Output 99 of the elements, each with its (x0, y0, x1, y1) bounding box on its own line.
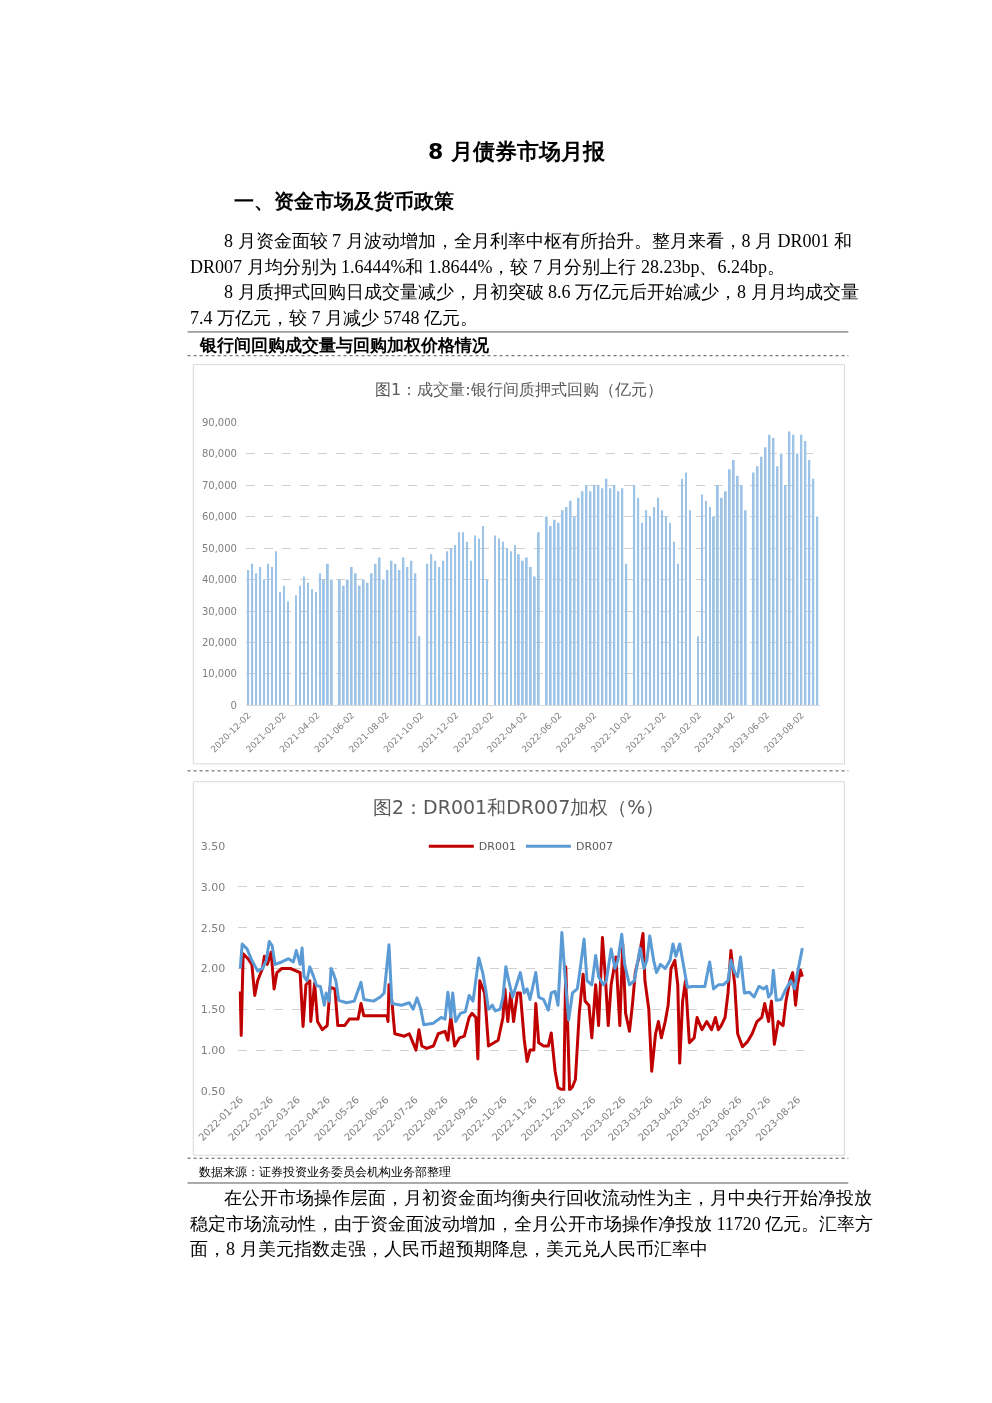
bar (294, 595, 297, 706)
bar (325, 563, 329, 706)
bar (632, 485, 636, 706)
bar (298, 585, 301, 706)
text: 8 月资金面较 7 月波动增加，全月利率中枢有所抬升。整月来看，8 月 DR001 和 DR007 月均分别为 1.6444%和 1.8644%，较 7 月分别上行 28.23bp、6.24bp。 (190, 231, 853, 277)
bar (250, 563, 254, 706)
bar (509, 551, 512, 706)
bar (715, 485, 719, 706)
bar (708, 507, 711, 706)
bar (449, 548, 453, 706)
y-tick-label: 2.50 (200, 921, 226, 935)
bar (660, 510, 664, 706)
bar (700, 494, 703, 706)
bar (644, 510, 648, 706)
bar (278, 592, 281, 706)
bar (361, 579, 365, 706)
y-tick-label: 0 (230, 699, 237, 711)
bar (461, 532, 465, 706)
bar (684, 472, 687, 706)
bar (457, 532, 461, 706)
bar (767, 434, 771, 706)
y-tick-label: 20,000 (201, 636, 237, 648)
chart-title: 图1：成交量:银行间质押式回购（亿元） (375, 380, 663, 399)
bar (258, 566, 262, 706)
bar (731, 459, 735, 706)
y-tick-label: 0.50 (200, 1084, 226, 1098)
y-tick-label: 40,000 (201, 574, 237, 586)
bar (481, 526, 484, 706)
chart-title: 图2：DR001和DR007加权（%） (373, 796, 665, 818)
bar (310, 588, 313, 706)
bar (445, 551, 449, 706)
bar (246, 570, 250, 706)
bar (536, 532, 540, 706)
y-tick-label: 80,000 (201, 448, 237, 460)
bar (501, 541, 504, 706)
bar (560, 510, 564, 706)
y-tick-label: 30,000 (201, 605, 237, 617)
legend-label: DR007 (575, 840, 614, 854)
bar (302, 576, 305, 706)
bar (696, 636, 699, 706)
text: 一、资金市场及货币政策 (234, 189, 454, 213)
bar (493, 535, 496, 706)
y-tick-label: 70,000 (201, 479, 237, 491)
bar (652, 507, 656, 706)
bar (270, 566, 274, 706)
bar (469, 560, 473, 706)
y-tick-label: 10,000 (201, 668, 237, 680)
bar (672, 541, 675, 706)
text: 8 月质押式回购日成交量减少，月初突破 8.6 万亿元后开始减少，8 月月均成交量 7.4 万亿元，较 7 月减少 5748 亿元。 (190, 282, 859, 328)
bar (318, 573, 321, 706)
bar (274, 551, 278, 706)
bar (282, 585, 285, 706)
y-tick-label: 2.00 (200, 962, 226, 976)
bar (552, 519, 556, 706)
bar (704, 500, 707, 706)
bar (640, 522, 644, 706)
bar (668, 522, 672, 706)
y-tick-label: 50,000 (201, 542, 237, 554)
bar (544, 516, 548, 706)
bar (437, 566, 441, 706)
line-series (238, 931, 804, 1091)
bar (465, 541, 469, 706)
bar (568, 500, 572, 706)
line-series (238, 931, 804, 1027)
bar (453, 544, 457, 706)
bar (485, 579, 488, 706)
bar (513, 544, 516, 706)
text: 银行间回购成交量与回购加权价格情况 (199, 335, 490, 355)
bar (314, 592, 317, 706)
bar (497, 538, 500, 706)
bar (254, 573, 258, 706)
y-tick-label: 3.00 (200, 880, 226, 894)
y-tick-label: 3.50 (200, 839, 226, 853)
bar (306, 582, 309, 706)
bar (286, 601, 289, 706)
bar (441, 560, 445, 706)
bar (349, 566, 353, 706)
bar (676, 563, 679, 706)
bar (656, 497, 660, 706)
bar (262, 579, 266, 706)
bar (648, 516, 652, 706)
bar (636, 497, 640, 706)
y-tick-label: 90,000 (201, 416, 237, 428)
bar (477, 538, 480, 706)
y-tick-label: 1.00 (200, 1043, 226, 1057)
text: 8 月债券市场月报 (428, 139, 606, 164)
y-tick-label: 60,000 (201, 511, 237, 523)
bar (266, 563, 270, 706)
source-note: 数据来源：证券投资业务委员会机构业务部整理 (199, 1165, 451, 1179)
bar (337, 579, 341, 706)
bar (688, 510, 691, 706)
legend-label: DR001 (478, 840, 516, 854)
bar (505, 548, 508, 706)
bar (473, 535, 476, 706)
text: 在公开市场操作层面，月初资金面均衡央行回收流动性为主，月中央行开始净投放稳定市场流动性，由于资金面波动增加，全月公开市场操作净投放 11720 亿元。汇率方面，8 月美元指数走强，人民币超预期降息，美元兑人民币汇率中 (190, 1188, 874, 1259)
bar (524, 557, 528, 706)
bar (664, 516, 668, 706)
bar (680, 478, 683, 706)
y-tick-label: 1.50 (200, 1003, 226, 1017)
